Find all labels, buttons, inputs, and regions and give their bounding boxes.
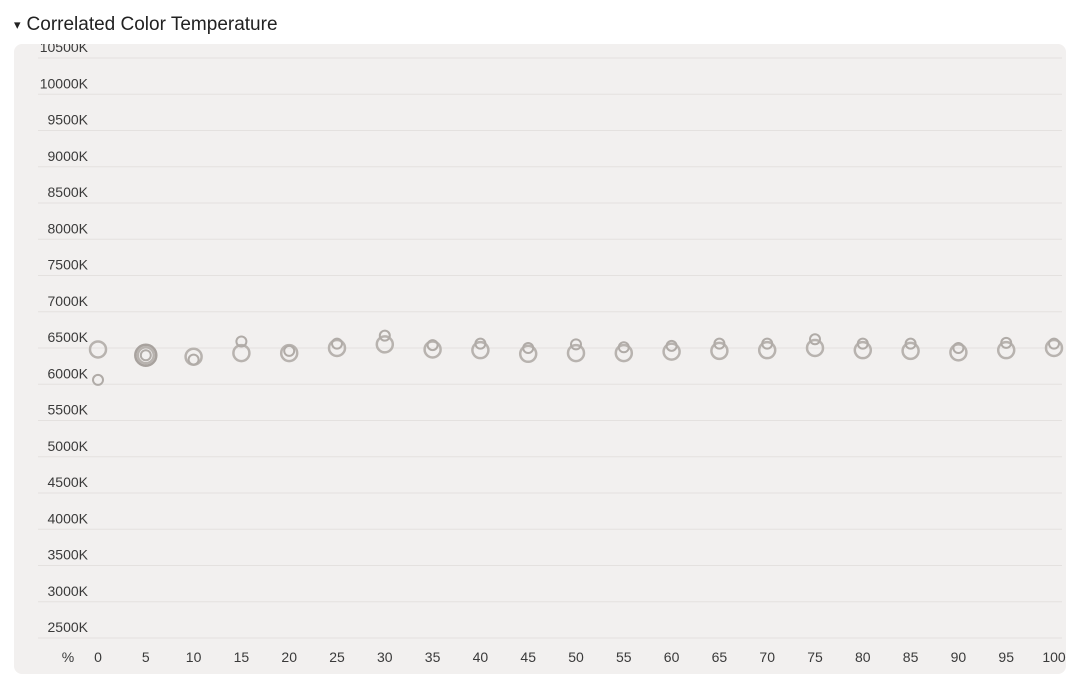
y-tick-label: 7000K: [48, 293, 89, 309]
x-tick-label: 55: [616, 649, 632, 665]
series-b-point: [284, 346, 294, 356]
x-tick-label: 0: [94, 649, 102, 665]
x-axis-labels: % 0 5 10 15 20 25 30 35 40 45 50 55 60 65 70 75 80 85 90 95 1…: [62, 649, 1066, 665]
y-tick-label: 3000K: [48, 583, 89, 599]
y-tick-label: 6000K: [48, 365, 89, 381]
x-axis-unit-label: %: [62, 649, 74, 665]
section-header[interactable]: ▾ Correlated Color Temperature: [14, 10, 1070, 38]
x-tick-label: 30: [377, 649, 393, 665]
x-tick-label: 15: [234, 649, 250, 665]
series-a-point: [186, 349, 202, 365]
x-tick-label: 90: [951, 649, 967, 665]
y-axis-labels: 10500K 10000K 9500K 9000K 8500K 8000K 7500K 700…: [40, 44, 89, 635]
y-tick-label: 3500K: [48, 547, 89, 563]
series-a-point: [377, 336, 393, 352]
x-tick-label: 85: [903, 649, 919, 665]
y-tick-label: 4000K: [48, 510, 89, 526]
cct-chart-card: 10500K10000K9500K9000K8500K8000K7500K700…: [14, 44, 1066, 674]
x-tick-label: 25: [329, 649, 345, 665]
x-tick-label: 60: [664, 649, 680, 665]
x-tick-label: 50: [568, 649, 584, 665]
x-tick-label: 100: [1042, 649, 1066, 665]
x-tick-label: 65: [712, 649, 728, 665]
series-b-point: [141, 350, 151, 360]
section-title: Correlated Color Temperature: [27, 15, 278, 34]
x-tick-label: 75: [807, 649, 823, 665]
series-b-point: [93, 375, 103, 385]
series-b-point: [189, 355, 199, 365]
x-tick-label: 35: [425, 649, 441, 665]
x-tick-label: 70: [759, 649, 775, 665]
series-a-point: [568, 345, 584, 361]
y-tick-label: 9500K: [48, 112, 89, 128]
x-tick-label: 45: [520, 649, 536, 665]
y-tick-label: 7500K: [48, 257, 89, 273]
series-a-point: [90, 341, 106, 357]
y-tick-label: 5500K: [48, 402, 89, 418]
x-tick-label: 80: [855, 649, 871, 665]
y-tick-label: 8500K: [48, 184, 89, 200]
y-tick-label: 6500K: [48, 329, 89, 345]
x-tick-label: 20: [281, 649, 297, 665]
x-tick-label: 40: [473, 649, 489, 665]
y-tick-label: 4500K: [48, 474, 89, 490]
y-tick-label: 8000K: [48, 220, 89, 236]
y-tick-label: 10000K: [40, 75, 89, 91]
x-tick-label: 95: [998, 649, 1014, 665]
y-tick-label: 5000K: [48, 438, 89, 454]
x-tick-label: 10: [186, 649, 202, 665]
y-tick-label: 9000K: [48, 148, 89, 164]
y-tick-label: 2500K: [48, 619, 89, 635]
cct-scatter-chart: 10500K10000K9500K9000K8500K8000K7500K700…: [14, 44, 1066, 674]
series-a-point: [281, 345, 297, 361]
collapse-toggle-icon: ▾: [14, 18, 21, 31]
x-tick-label: 5: [142, 649, 150, 665]
y-tick-label: 10500K: [40, 44, 89, 55]
